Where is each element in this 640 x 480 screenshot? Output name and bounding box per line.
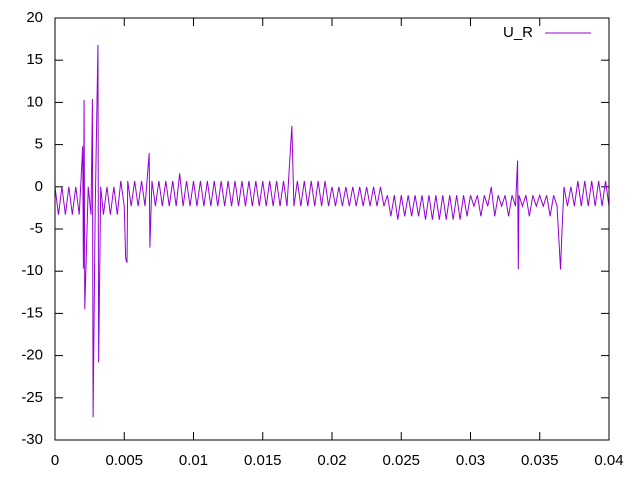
y-tick-label: 20 [26,9,43,26]
legend-label: U_R [503,24,533,41]
y-tick-label: 10 [26,93,43,110]
x-tick-label: 0.02 [317,452,346,469]
y-tick-label: 5 [35,136,43,153]
plot-border [54,17,610,441]
y-tick-label: -25 [21,389,43,406]
x-tick-label: 0.025 [382,452,420,469]
x-tick-label: 0.005 [105,452,143,469]
y-tick-label: -20 [21,347,43,364]
y-tick-label: -5 [30,220,43,237]
y-tick-label: -10 [21,262,43,279]
x-tick-label: 0.04 [594,452,623,469]
x-tick-label: 0.015 [244,452,282,469]
y-tick-label: -30 [21,431,43,448]
x-tick-label: 0.035 [521,452,559,469]
x-tick-label: 0 [51,452,59,469]
y-tick-label: 0 [35,178,43,195]
y-tick-label: -15 [21,304,43,321]
y-tick-label: 15 [26,51,43,68]
x-tick-label: 0.03 [456,452,485,469]
line [54,45,610,418]
x-tick-label: 0.01 [179,452,208,469]
